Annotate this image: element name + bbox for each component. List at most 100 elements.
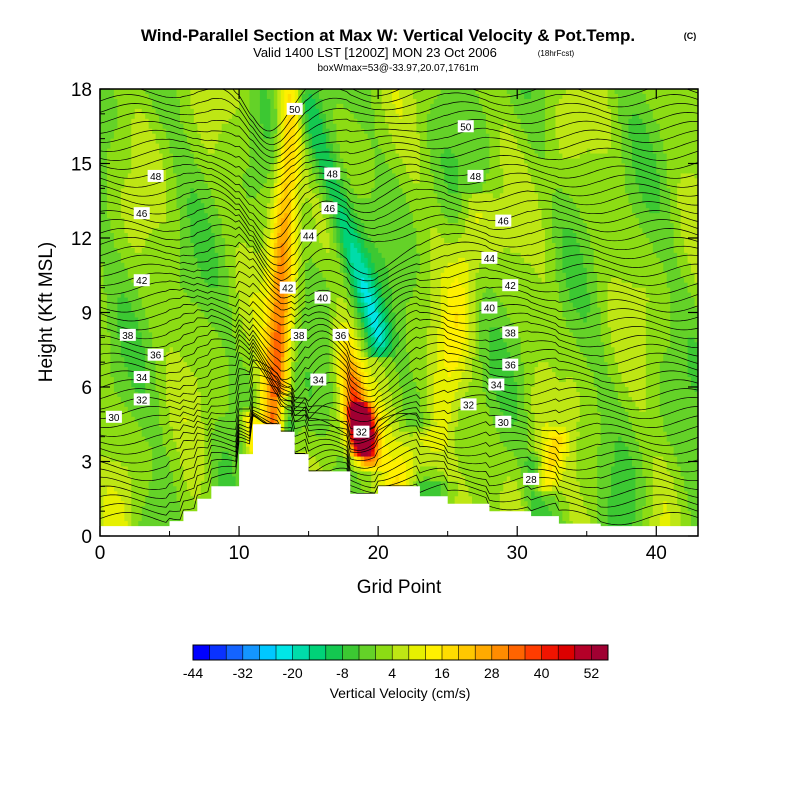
field-cell — [645, 238, 650, 299]
field-cell — [339, 297, 344, 324]
field-cell — [301, 307, 306, 428]
field-cell — [506, 421, 511, 453]
field-cell — [621, 382, 626, 408]
field-cell — [284, 89, 289, 120]
field-cell — [162, 89, 167, 130]
contour-label: 32 — [133, 393, 150, 406]
field-cell — [402, 461, 407, 487]
field-cell — [416, 391, 421, 428]
theta-contours — [100, 89, 698, 526]
field-cell — [336, 89, 341, 105]
field-cell — [284, 213, 289, 314]
field-cell — [193, 302, 198, 378]
field-cell — [374, 312, 379, 338]
field-cell — [402, 193, 407, 418]
theta-contour-line — [100, 414, 698, 517]
field-cell — [357, 327, 362, 338]
field-cell — [249, 352, 254, 388]
field-cell — [510, 362, 515, 428]
field-cell — [367, 252, 372, 269]
field-cell — [503, 89, 508, 125]
field-cell — [291, 421, 296, 433]
field-cell — [628, 456, 633, 536]
contour-label-text: 32 — [356, 428, 368, 439]
field-cell — [360, 223, 365, 239]
field-cell — [381, 322, 386, 348]
field-cell — [353, 213, 358, 224]
field-cell — [190, 188, 195, 244]
field-cell — [364, 247, 369, 259]
field-cell — [624, 411, 630, 448]
field-cell — [152, 89, 157, 110]
theta-contour-line — [100, 301, 698, 351]
field-cell — [691, 173, 696, 274]
field-cell — [614, 277, 619, 363]
field-cell — [520, 362, 525, 477]
field-cell — [642, 89, 647, 95]
field-cell — [100, 89, 105, 264]
field-cell — [611, 466, 616, 536]
field-cell — [221, 89, 226, 125]
field-cell — [232, 89, 237, 115]
contour-label-text: 40 — [484, 304, 496, 315]
field-cell — [611, 347, 616, 383]
field-cell — [541, 496, 546, 502]
field-cell — [284, 406, 289, 423]
field-cell — [364, 327, 369, 333]
field-cell — [378, 476, 383, 492]
field-cell — [499, 302, 504, 333]
field-cell — [652, 252, 657, 458]
field-cell — [190, 89, 195, 110]
contour-label-text: 28 — [526, 475, 538, 486]
contour-label: 48 — [467, 169, 484, 183]
field-cell — [252, 416, 258, 428]
field-cell — [558, 153, 564, 189]
field-cell — [475, 193, 480, 214]
field-cell — [305, 387, 310, 428]
field-cell — [517, 337, 522, 468]
field-cell — [638, 411, 643, 453]
field-cell — [551, 426, 557, 433]
field-cell — [353, 461, 358, 468]
field-cell — [353, 382, 358, 393]
field-cell — [607, 89, 612, 110]
field-cell — [437, 471, 442, 482]
field-cell — [284, 421, 289, 433]
field-cell — [134, 287, 139, 319]
field-cell — [371, 377, 376, 398]
field-cell — [576, 436, 581, 482]
field-cell — [412, 431, 417, 482]
field-cell — [308, 257, 313, 373]
field-cell — [419, 426, 424, 433]
field-cell — [555, 188, 560, 284]
field-cell — [399, 387, 404, 433]
field-cell — [631, 287, 637, 403]
field-cell — [367, 367, 372, 388]
field-cell — [221, 347, 226, 418]
field-cell — [496, 327, 501, 403]
field-cell — [332, 108, 338, 125]
field-cell — [541, 89, 546, 160]
field-cell — [364, 401, 369, 408]
field-cell — [371, 357, 376, 378]
field-cell — [235, 108, 240, 249]
field-cell — [645, 89, 650, 105]
field-cell — [433, 421, 438, 428]
field-cell — [131, 282, 136, 314]
field-cell — [378, 347, 383, 358]
field-cell — [242, 411, 247, 418]
field-cell — [308, 148, 313, 165]
field-cell — [249, 89, 254, 199]
field-cell — [371, 406, 376, 413]
field-cell — [110, 89, 115, 140]
field-cell — [513, 89, 518, 115]
field-cell — [357, 377, 362, 383]
field-cell — [392, 357, 397, 363]
colorbar-swatch — [442, 645, 459, 660]
field-cell — [197, 267, 202, 309]
field-cell — [562, 89, 567, 95]
field-cell — [357, 292, 362, 304]
field-cell — [124, 178, 129, 234]
field-cell — [357, 317, 362, 328]
field-cell — [277, 183, 282, 199]
